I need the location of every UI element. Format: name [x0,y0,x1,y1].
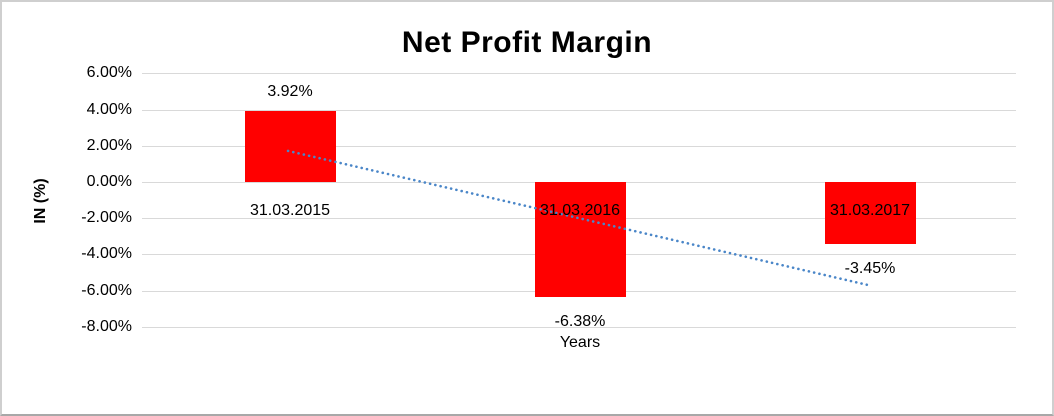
bar-31.03.2016 [534,182,626,297]
chart-title: Net Profit Margin [401,26,653,59]
category-label: 31.03.2015 [249,202,331,219]
y-axis-tick-label: -8.00% [81,318,132,335]
gridline [142,110,1016,111]
y-axis-tick-label: -6.00% [81,282,132,299]
category-label: 31.03.2016 [539,202,621,219]
y-axis-tick-label: 2.00% [86,137,132,154]
gridline [142,73,1016,74]
y-axis-tick-label: 4.00% [86,101,132,118]
gridline [142,327,1016,328]
y-axis-tick-label: 6.00% [86,64,132,81]
y-axis-tick-label: -2.00% [81,209,132,226]
y-axis-tick-label: -4.00% [81,245,132,262]
y-axis-tick-label: 0.00% [86,173,132,190]
data-label: -6.38% [554,313,606,330]
gridline [142,146,1016,147]
x-axis-title: Years [559,334,601,351]
data-label: -3.45% [844,260,896,277]
data-label: 3.92% [267,83,313,100]
category-label: 31.03.2017 [829,202,911,219]
bar-31.03.2015 [244,111,336,182]
